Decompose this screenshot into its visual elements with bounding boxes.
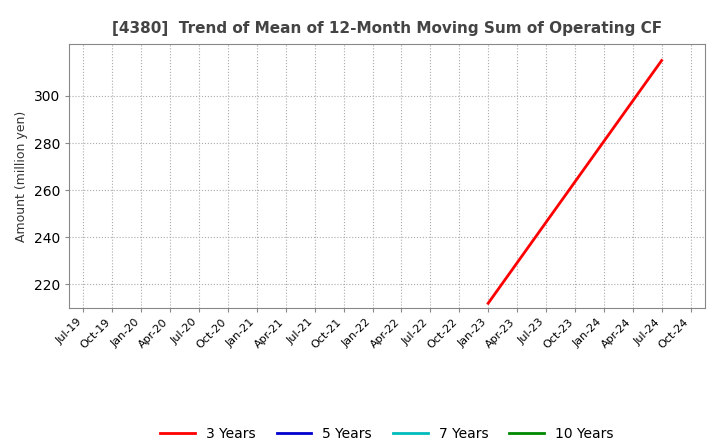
Legend: 3 Years, 5 Years, 7 Years, 10 Years: 3 Years, 5 Years, 7 Years, 10 Years bbox=[155, 421, 619, 440]
Y-axis label: Amount (million yen): Amount (million yen) bbox=[15, 110, 28, 242]
Title: [4380]  Trend of Mean of 12-Month Moving Sum of Operating CF: [4380] Trend of Mean of 12-Month Moving … bbox=[112, 21, 662, 36]
